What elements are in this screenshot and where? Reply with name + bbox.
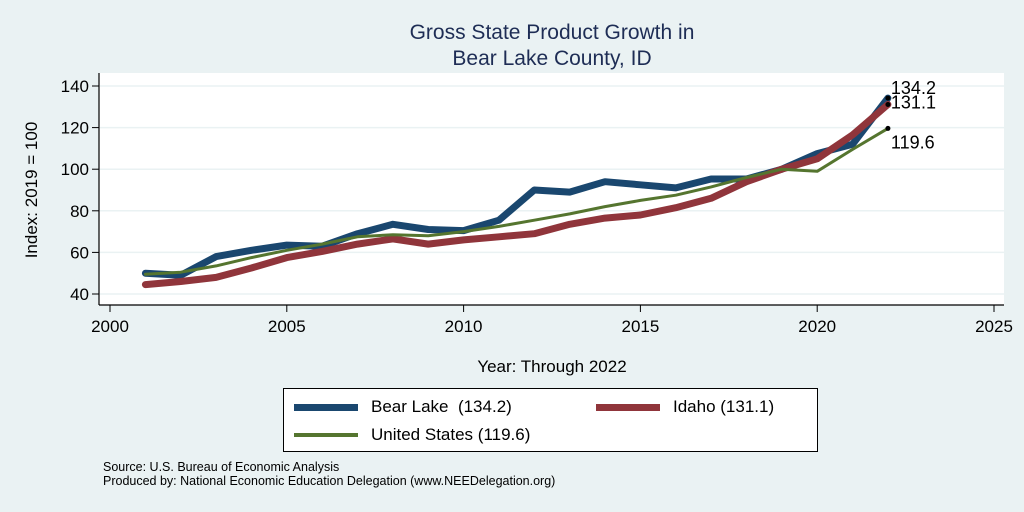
end-marker-idaho [885,102,891,108]
source-note: Source: U.S. Bureau of Economic Analysis [103,460,340,474]
legend-item-bear-lake: Bear Lake (134.2) [294,397,512,417]
x-tick-label-2000: 2000 [91,317,129,336]
x-tick-label-2010: 2010 [445,317,483,336]
y-tick-label-60: 60 [70,243,89,262]
y-axis-ticks: 40 60 80 100 120 140 [61,77,99,304]
series-line-united-states [143,126,890,276]
legend-label-united-states: United States (119.6) [371,425,531,444]
legend-swatch-united-states [294,433,358,437]
y-tick-label-140: 140 [61,77,89,96]
chart-title-line-1: Gross State Product Growth in [410,21,695,44]
x-tick-label-2015: 2015 [621,317,659,336]
end-marker-bear-lake [885,95,891,101]
y-tick-label-40: 40 [70,285,89,304]
end-label-bear-lake: 134.2 [891,78,936,98]
footer: Source: U.S. Bureau of Economic Analysis… [103,460,555,488]
legend-label-bear-lake: Bear Lake (134.2) [371,397,512,416]
gridlines [100,85,1004,295]
chart-title-line-2: Bear Lake County, ID [452,47,651,70]
x-tick-label-2005: 2005 [268,317,306,336]
x-tick-label-2020: 2020 [798,317,836,336]
series-line-idaho [141,101,892,289]
y-axis-title: Index: 2019 = 100 [22,122,41,259]
producer-note: Produced by: National Economic Education… [103,474,556,488]
legend-swatch-idaho [596,403,660,411]
legend-item-united-states: United States (119.6) [294,425,530,445]
end-label-idaho: 131.1 [891,93,936,113]
x-axis-ticks: 2000 2005 2010 2015 2020 2025 [91,305,1013,336]
y-tick-label-120: 120 [61,119,89,138]
legend-item-idaho: Idaho (131.1) [596,397,774,417]
y-tick-label-100: 100 [61,160,89,179]
legend-label-idaho: Idaho (131.1) [673,397,775,416]
legend: Bear Lake (134.2) Idaho (131.1) United S… [283,388,818,452]
x-axis-title: Year: Through 2022 [477,357,626,376]
end-label-united-states: 119.6 [891,132,935,152]
legend-swatch-bear-lake [294,403,358,411]
series-lines [141,94,892,289]
y-tick-label-80: 80 [70,202,89,221]
end-marker-united-states [885,125,891,131]
x-tick-label-2025: 2025 [975,317,1013,336]
